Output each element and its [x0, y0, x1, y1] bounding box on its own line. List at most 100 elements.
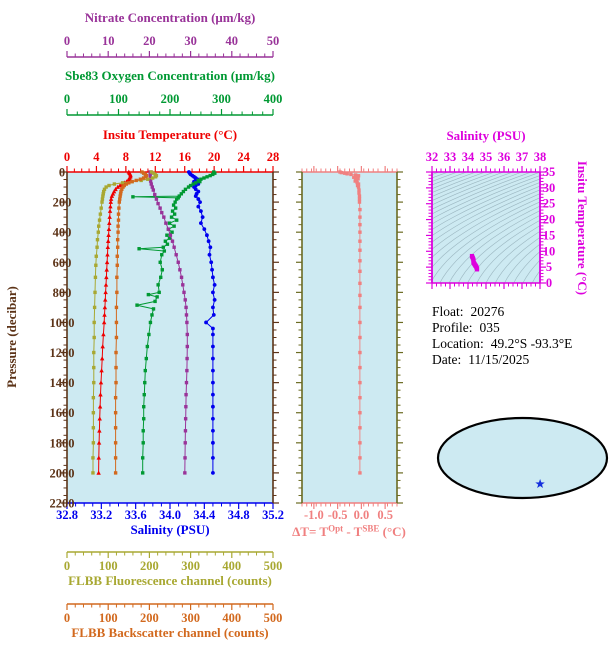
delta-x-axis-bottom-label: 0.5 — [377, 508, 393, 522]
location-value: 49.2°S -93.3°E — [491, 336, 573, 351]
backscatter-axis-label: 500 — [264, 611, 283, 625]
salinity-axis-title: Salinity (PSU) — [130, 522, 209, 537]
series-temperature — [96, 169, 133, 475]
pressure-axis-left-label: 800 — [53, 286, 72, 300]
backscatter-axis: 0 100 200 300 400 500 — [64, 603, 283, 625]
ts-x-axis-top-label: 36 — [498, 150, 511, 164]
nitrate-axis-label: 30 — [184, 34, 197, 48]
backscatter-axis-label: 0 — [64, 611, 70, 625]
delta-y-axis-right — [396, 171, 403, 504]
delta-t-label-sup1: Opt — [328, 524, 343, 534]
pressure-axis-right — [272, 171, 279, 504]
float-id-line: Float: 20276 — [432, 304, 505, 319]
oxygen-axis-title: Sbe83 Oxygen Concentration (μm/kg) — [65, 68, 275, 83]
oxygen-axis: 0 100 200 300 400 — [64, 92, 283, 116]
pressure-axis-left-label: 1600 — [50, 406, 75, 420]
backscatter-axis-label: 300 — [181, 611, 200, 625]
delta-t-label-suffix: (°C) — [379, 524, 406, 539]
temperature-axis-label: 8 — [123, 150, 129, 164]
fluorescence-axis-label: 200 — [140, 559, 159, 573]
delta-plot-area — [302, 172, 397, 503]
salinity-axis-label: 35.2 — [262, 508, 284, 522]
profile-value: 035 — [480, 320, 501, 335]
profile-label: Profile: — [432, 320, 473, 335]
profile-line: Profile: 035 — [432, 320, 500, 335]
date-label: Date: — [432, 352, 461, 367]
ts-density-contours — [432, 172, 540, 283]
main-plot-area — [67, 172, 273, 503]
ts-temp-label: 0 — [546, 276, 552, 290]
location-label: Location: — [432, 336, 484, 351]
oxygen-axis-label: 400 — [264, 92, 283, 106]
pressure-axis-title: Pressure (decibar) — [4, 286, 19, 388]
series-oxygen — [131, 170, 217, 475]
oxygen-axis-label: 300 — [212, 92, 231, 106]
ts-temp-label: 10 — [543, 244, 556, 258]
pressure-axis-left-label: 600 — [53, 256, 72, 270]
float-id-label: Float: — [432, 304, 464, 319]
delta-x-axis-bottom-label: -0.5 — [328, 508, 348, 522]
ts-x-axis-top-label: 38 — [534, 150, 547, 164]
ts-temp-label: 30 — [543, 181, 556, 195]
world-map — [436, 416, 609, 500]
backscatter-axis-label: 100 — [99, 611, 118, 625]
delta-t-label-sup2: SBE — [362, 524, 379, 534]
ts-x-axis-top-label: 33 — [444, 150, 457, 164]
temperature-axis-label: 24 — [237, 150, 250, 164]
ts-plot-area — [432, 172, 540, 283]
salinity-axis-label: 32.8 — [56, 508, 78, 522]
delta-x-axis-bottom-label: -1.0 — [304, 508, 324, 522]
temperature-axis-label: 20 — [208, 150, 221, 164]
map-ocean — [438, 418, 607, 498]
salinity-axis-label: 33.6 — [125, 508, 147, 522]
pressure-axis-left-label: 2000 — [50, 466, 75, 480]
delta-x-axis-bottom: -1.0 -0.5 0.0 0.5 — [301, 502, 398, 522]
fluorescence-axis-title: FLBB Fluorescence channel (counts) — [68, 573, 272, 588]
backscatter-axis-label: 400 — [222, 611, 241, 625]
main-profile-plot: 0 4 8 12 16 20 24 28 32.8 33.2 33.6 34.0 34.4 34.8 35.… — [50, 150, 284, 522]
ts-temp-label: 25 — [543, 197, 556, 211]
ts-temp-label: 15 — [543, 228, 556, 242]
salinity-axis-label: 34.0 — [159, 508, 181, 522]
fluorescence-axis-label: 500 — [264, 559, 283, 573]
nitrate-axis-label: 10 — [102, 34, 115, 48]
pressure-axis-left-label: 1000 — [50, 316, 75, 330]
float-location-star-icon — [535, 479, 545, 488]
pressure-axis-left-label: 2200 — [50, 497, 75, 511]
delta-t-plot: -1.0 -0.5 0.0 0.5 — [296, 166, 403, 522]
salinity-axis: 32.8 33.2 33.6 34.0 34.4 34.8 35.2 — [56, 502, 284, 522]
series-ts-profile — [469, 253, 480, 272]
fluorescence-axis-label: 400 — [222, 559, 241, 573]
ts-x-axis-top-label: 35 — [480, 150, 493, 164]
ts-x-axis-top-label: 37 — [516, 150, 529, 164]
map-outline — [436, 416, 609, 500]
location-line: Location: 49.2°S -93.3°E — [432, 336, 572, 351]
ts-x-axis-top: 32 33 34 35 36 37 38 — [426, 150, 547, 173]
fluorescence-axis-label: 0 — [64, 559, 70, 573]
series-nitrate — [148, 170, 190, 475]
ts-temperature-title: Insitu Temperature (°C) — [575, 161, 590, 295]
ts-temp-label: 35 — [543, 165, 556, 179]
pressure-axis-left-label: 1400 — [50, 376, 75, 390]
salinity-axis-label: 34.8 — [228, 508, 250, 522]
temperature-axis-label: 16 — [178, 150, 191, 164]
oxygen-axis-label: 200 — [161, 92, 180, 106]
oxygen-axis-label: 100 — [109, 92, 128, 106]
fluorescence-axis-label: 100 — [99, 559, 118, 573]
series-delta-t — [338, 170, 362, 475]
delta-y-axis-left — [296, 171, 303, 504]
date-line: Date: 11/15/2025 — [432, 352, 530, 367]
backscatter-axis-label: 200 — [140, 611, 159, 625]
temperature-axis-title: Insitu Temperature (°C) — [103, 127, 237, 142]
delta-x-axis-bottom-label: 0.0 — [354, 508, 370, 522]
pressure-axis-left-label: 0 — [59, 166, 65, 180]
float-id-value: 20276 — [471, 304, 505, 319]
ts-x-axis-top-label: 34 — [462, 150, 475, 164]
nitrate-axis-label: 20 — [143, 34, 156, 48]
nitrate-axis-label: 50 — [267, 34, 280, 48]
temperature-axis-label: 28 — [267, 150, 280, 164]
